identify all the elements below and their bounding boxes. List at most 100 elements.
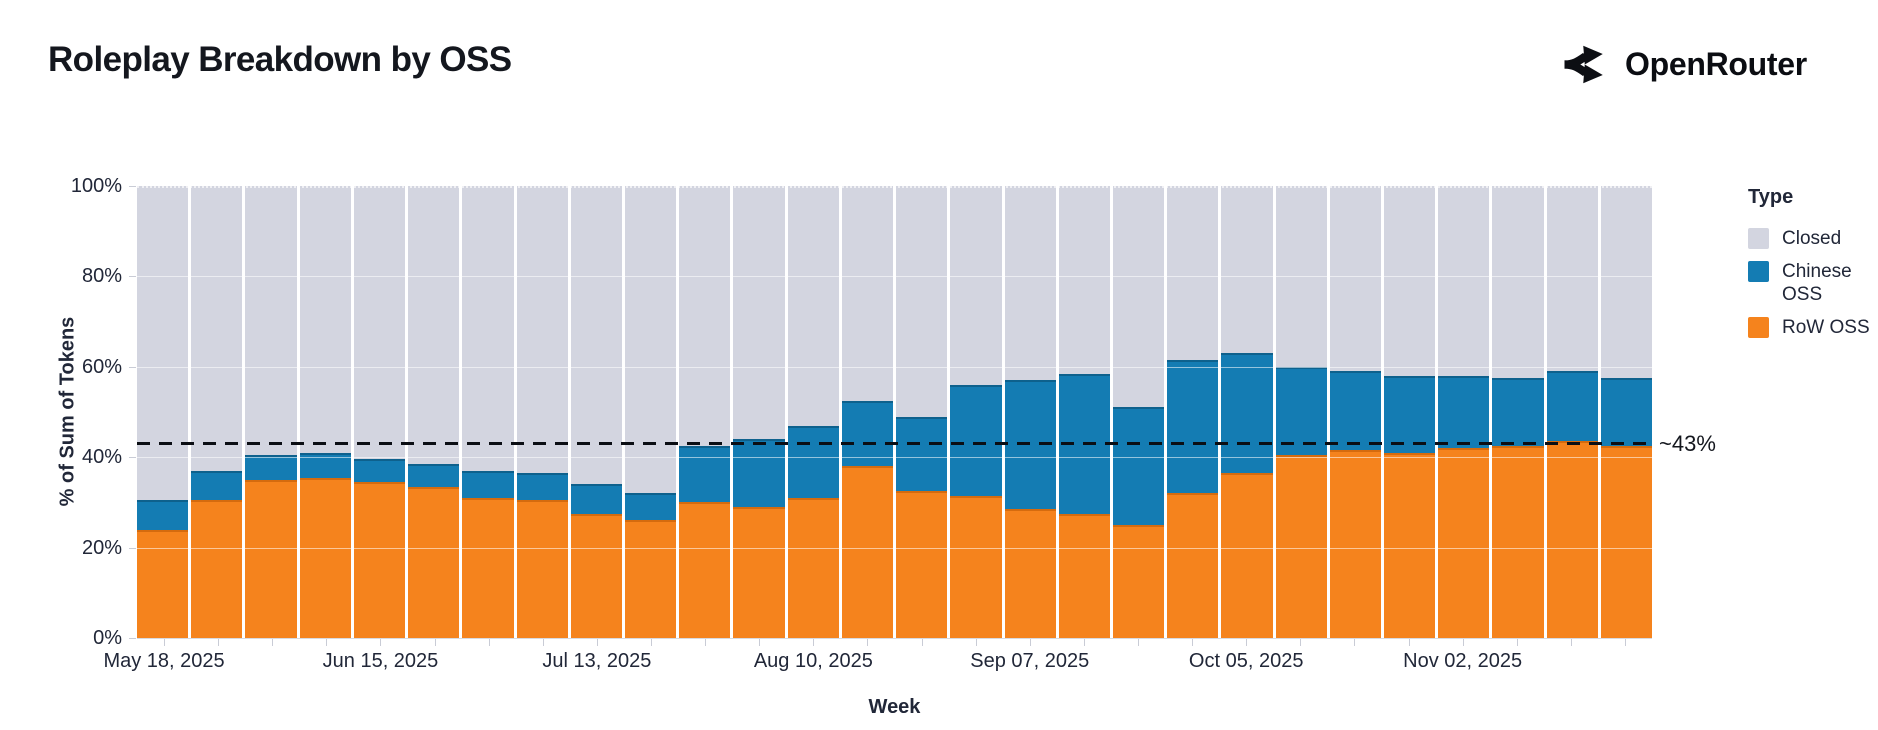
bar-week-nov-09 [1492,186,1544,638]
bar-segment-row-oss [1438,448,1490,638]
bar-week-nov-23 [1600,186,1653,638]
bar-segment-closed [1112,186,1165,408]
x-tick [380,639,382,646]
bar-segment-row-oss [245,479,297,638]
x-tick [705,639,707,646]
bar-segment-row-oss [896,491,948,638]
legend-item-closed: Closed [1748,227,1874,250]
plot-area [137,186,1653,638]
bar-segment-closed [1221,186,1273,354]
y-tick-100 [129,186,136,187]
y-axis-title: % of Sum of Tokens [56,316,79,507]
x-tick [1570,639,1572,646]
legend-title: Type [1748,186,1794,208]
bar-week-oct-12 [1275,186,1327,638]
legend-item-row-oss: RoW OSS [1748,316,1874,339]
bar-segment-row-oss [462,497,514,638]
bar-week-jul-27 [679,186,731,638]
x-tick-label-jun-15-2025: Jun 15, 2025 [322,650,439,672]
bar-week-aug-17 [841,186,894,638]
bar-segment-chinese-oss [1221,353,1273,473]
legend-swatch [1748,317,1769,338]
bar-segment-chinese-oss [624,493,677,521]
bar-segment-chinese-oss [1275,366,1327,455]
bar-segment-chinese-oss [1112,407,1165,525]
bar-week-aug-31 [950,186,1002,638]
x-tick [813,639,815,646]
bar-segment-row-oss [516,500,568,638]
x-tick [488,639,490,646]
bar-segment-chinese-oss [1167,360,1219,494]
bar-segment-closed [516,186,568,474]
bar-segment-chinese-oss [299,452,351,478]
x-tick [975,639,977,646]
bar-segment-chinese-oss [733,439,785,507]
bar-segment-row-oss [1058,513,1110,638]
x-tick-label-oct-05-2025: Oct 05, 2025 [1188,650,1304,672]
bar-segment-chinese-oss [353,459,406,483]
bar-week-jul-20 [624,186,677,638]
x-tick [1408,639,1410,646]
bar-week-nov-02 [1438,186,1490,638]
legend-label: Closed [1782,228,1842,249]
y-tick-label-60: 60% [81,355,122,378]
bar-week-jun-22 [408,186,460,638]
bar-segment-row-oss [570,513,622,638]
x-axis-ticks [137,639,1652,647]
bar-week-jun-15 [353,186,406,638]
bar-segment-row-oss [191,500,243,638]
x-tick-label-may-18-2025: May 18, 2025 [103,650,225,672]
x-tick [326,639,328,646]
bar-segment-chinese-oss [1004,380,1056,510]
openrouter-logo-icon [1563,42,1611,87]
bar-week-oct-05 [1221,186,1273,638]
bar-week-aug-10 [787,186,839,638]
bar-segment-closed [408,186,460,464]
x-tick [1354,639,1356,646]
bar-segment-closed [1275,186,1327,367]
x-tick [542,639,544,646]
bar-segment-closed [1384,186,1436,376]
bar-week-sep-28 [1167,186,1219,638]
x-tick [218,639,220,646]
bar-segment-closed [570,186,622,485]
bar-segment-chinese-oss [1600,378,1653,446]
bar-segment-chinese-oss [679,445,731,503]
x-tick [1246,639,1248,646]
x-tick [867,639,869,646]
bar-segment-row-oss [1600,445,1653,638]
bar-segment-closed [1329,186,1382,372]
bar-segment-chinese-oss [462,470,514,498]
bar-stack-container [137,186,1653,638]
bar-segment-closed [841,186,894,401]
bar-segment-closed [1492,186,1544,379]
y-tick-label-80: 80% [81,265,122,288]
x-tick [1083,639,1085,646]
y-tick-label-40: 40% [81,446,122,469]
bar-segment-row-oss [1546,441,1598,638]
y-tick-40 [129,457,136,459]
bar-segment-row-oss [1492,445,1544,638]
x-axis-title: Week [868,696,921,718]
x-tick-label-sep-07-2025: Sep 07, 2025 [970,650,1090,672]
bar-segment-chinese-oss [787,425,839,498]
bar-segment-row-oss [733,506,785,638]
x-tick [272,639,274,646]
bar-segment-chinese-oss [245,454,297,480]
brand-name: OpenRouter [1625,46,1807,82]
x-tick [1516,639,1518,646]
bar-segment-chinese-oss [1438,375,1490,449]
bar-week-jul-06 [516,186,568,638]
bar-week-nov-16 [1546,186,1598,638]
bar-segment-chinese-oss [896,416,948,492]
bar-segment-chinese-oss [1058,373,1110,514]
bar-segment-row-oss [1004,509,1056,638]
bar-segment-closed [1167,186,1219,361]
bar-week-oct-26 [1384,186,1436,638]
legend: Type Closed Chinese OSS RoW OSS [1748,186,1874,349]
bar-segment-row-oss [1384,452,1436,638]
bar-segment-chinese-oss [408,463,460,487]
x-tick-label-nov-02-2025: Nov 02, 2025 [1403,650,1523,672]
x-tick [1300,639,1302,646]
bar-segment-closed [245,186,297,455]
